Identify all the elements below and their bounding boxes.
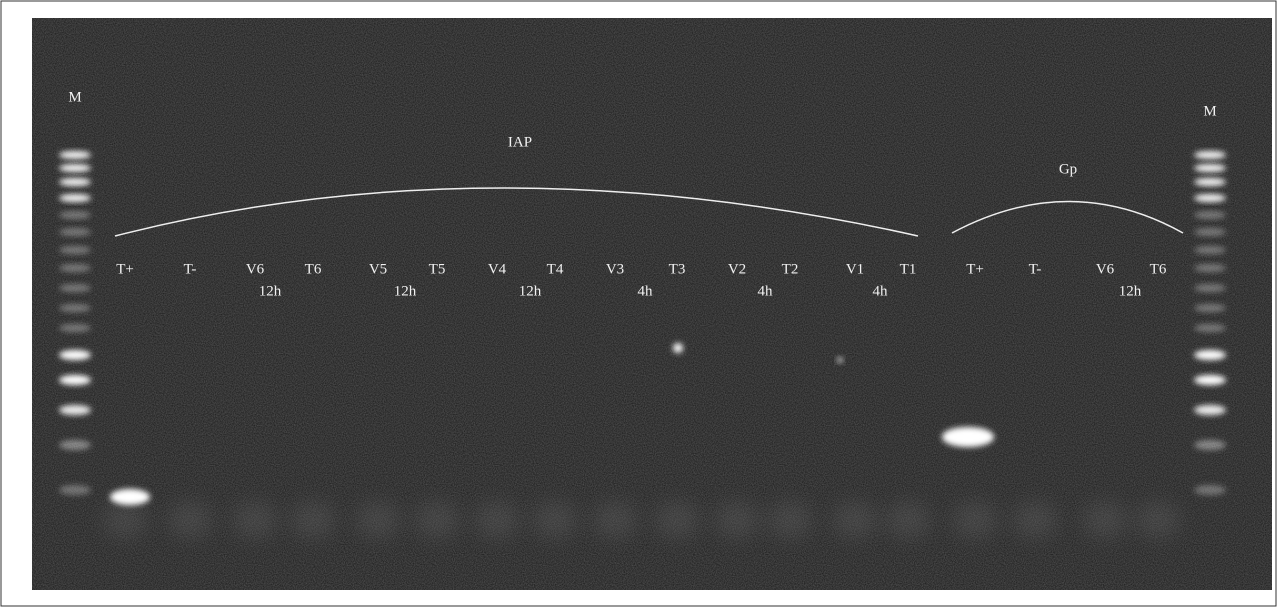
ladder-band [59,228,91,236]
lane-smear [593,502,637,538]
lane-smear [768,502,812,538]
lane-label: T1 [900,261,917,277]
ladder-band [59,194,91,202]
marker-label: M [1203,103,1216,119]
lane-label: V4 [488,261,507,277]
ladder-band [59,324,91,332]
lane-label: T2 [782,261,799,277]
ladder-band [1194,164,1226,172]
marker-label: M [68,89,81,105]
product-band [110,489,150,505]
lane-smear [833,502,877,538]
ladder-band [1194,151,1226,159]
lane-label: T- [184,261,197,277]
lane-label: T5 [429,261,446,277]
time-label: 12h [259,283,282,299]
ladder-band [1194,350,1226,360]
lane-label: V5 [369,261,387,277]
lane-label: T3 [669,261,686,277]
gel-figure: M M IAP T+ T- V6 T6 V5 T5 V4 T4 V3 T3 V2 T2 V1 T1 12h 12h 1… [0,0,1277,607]
time-label: 12h [394,283,417,299]
lane-label: V1 [846,261,864,277]
lane-smear [1136,502,1180,538]
lane-smear [475,502,519,538]
group-label: IAP [508,134,532,150]
product-band [942,427,994,447]
lane-label: V6 [246,261,265,277]
ladder-band [1194,375,1226,385]
lane-smear [715,502,759,538]
ladder-band [1194,178,1226,186]
ladder-band [59,350,91,360]
lane-smear [356,502,400,538]
spot [673,343,683,353]
lane-smear [168,502,212,538]
lane-label: T- [1029,261,1042,277]
ladder-band [1194,485,1226,495]
spot [837,357,843,363]
lane-smear [655,502,699,538]
ladder-band [59,405,91,415]
ladder-band [1194,324,1226,332]
ladder-band [1194,246,1226,254]
lane-smear [103,502,147,538]
lane-smear [533,502,577,538]
lane-smear [1083,502,1127,538]
time-label: 12h [519,283,542,299]
ladder-band [59,264,91,272]
lane-label: V6 [1096,261,1115,277]
ladder-band [1194,405,1226,415]
lane-label: V3 [606,261,624,277]
ladder-band [1194,440,1226,450]
lane-smear [1013,502,1057,538]
lane-smear [291,502,335,538]
lane-smear [953,502,997,538]
ladder-band [59,375,91,385]
lane-label: T+ [116,261,134,277]
time-label: 12h [1119,283,1142,299]
ladder-band [59,246,91,254]
lane-label: T6 [305,261,322,277]
ladder-band [1194,304,1226,312]
ladder-band [59,178,91,186]
lane-smear [415,502,459,538]
lane-label: T+ [966,261,984,277]
lane-label: T4 [547,261,564,277]
ladder-band [1194,194,1226,202]
ladder-band [59,485,91,495]
ladder-band [59,151,91,159]
group-label: Gp [1059,161,1077,177]
lane-smear [886,502,930,538]
ladder-band [59,304,91,312]
ladder-band [59,440,91,450]
lane-label: T6 [1150,261,1167,277]
time-label: 4h [873,283,889,299]
time-label: 4h [758,283,774,299]
ladder-band [1194,284,1226,292]
ladder-band [59,211,91,219]
ladder-band [1194,211,1226,219]
lane-smear [233,502,277,538]
ladder-band [59,164,91,172]
lane-label: V2 [728,261,746,277]
ladder-band [1194,228,1226,236]
gel-noise [32,18,1272,590]
time-label: 4h [638,283,654,299]
ladder-band [1194,264,1226,272]
ladder-band [59,284,91,292]
